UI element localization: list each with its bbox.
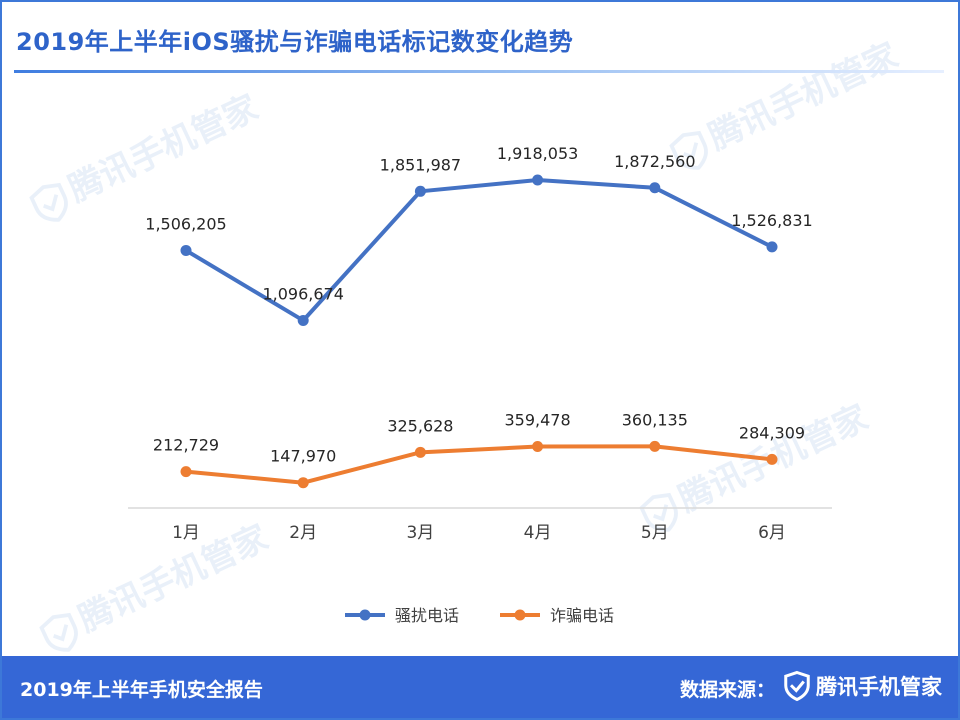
series-line <box>184 178 773 323</box>
legend-marker <box>514 609 526 621</box>
data-point <box>414 446 426 458</box>
data-label: 1,872,560 <box>614 152 695 171</box>
data-point <box>532 174 544 186</box>
data-point <box>297 477 309 489</box>
x-tick-label: 5月 <box>641 523 669 543</box>
data-point <box>766 241 778 253</box>
data-label: 1,506,205 <box>145 214 226 233</box>
line-chart: 1月 2月 3月 4月 5月 6月 1,506,205 1,096,674 1,851,987 1… <box>128 144 832 625</box>
x-tick-label: 1月 <box>172 523 200 543</box>
data-point <box>297 314 309 326</box>
page-title: 2019年上半年iOS骚扰与诈骗电话标记数变化趋势 <box>16 28 574 56</box>
footer-bar: 2019年上半年手机安全报告 数据来源： 腾讯手机管家 <box>2 656 958 718</box>
data-point <box>414 185 426 197</box>
legend-label: 诈骗电话 <box>550 606 614 625</box>
shield-icon <box>784 670 810 702</box>
x-tick-label: 6月 <box>758 523 786 543</box>
x-tick-label: 2月 <box>289 523 317 543</box>
data-label: 1,918,053 <box>497 144 578 163</box>
data-point <box>649 440 661 452</box>
series-line <box>185 444 773 485</box>
data-point <box>649 182 661 194</box>
x-tick-label: 4月 <box>524 523 552 543</box>
data-label: 1,851,987 <box>380 155 461 174</box>
title-divider <box>14 70 944 73</box>
source-label: 数据来源： <box>680 679 776 701</box>
data-label: 360,135 <box>622 410 688 429</box>
data-label: 284,309 <box>739 423 805 442</box>
data-point <box>766 453 778 465</box>
data-label: 1,526,831 <box>731 211 812 230</box>
data-label: 359,478 <box>505 411 571 430</box>
x-tick-label: 3月 <box>406 523 434 543</box>
legend-marker <box>359 609 371 621</box>
data-label: 147,970 <box>270 447 336 466</box>
data-label: 212,729 <box>153 436 219 455</box>
data-label: 1,096,674 <box>262 284 343 303</box>
legend-label: 骚扰电话 <box>395 606 459 625</box>
brand-logo: 腾讯手机管家 <box>782 670 942 702</box>
report-title: 2019年上半年手机安全报告 <box>20 679 263 701</box>
data-point <box>180 244 192 256</box>
data-label: 325,628 <box>387 416 453 435</box>
brand-name: 腾讯手机管家 <box>816 675 942 699</box>
data-point <box>180 466 192 478</box>
data-point <box>532 441 544 453</box>
